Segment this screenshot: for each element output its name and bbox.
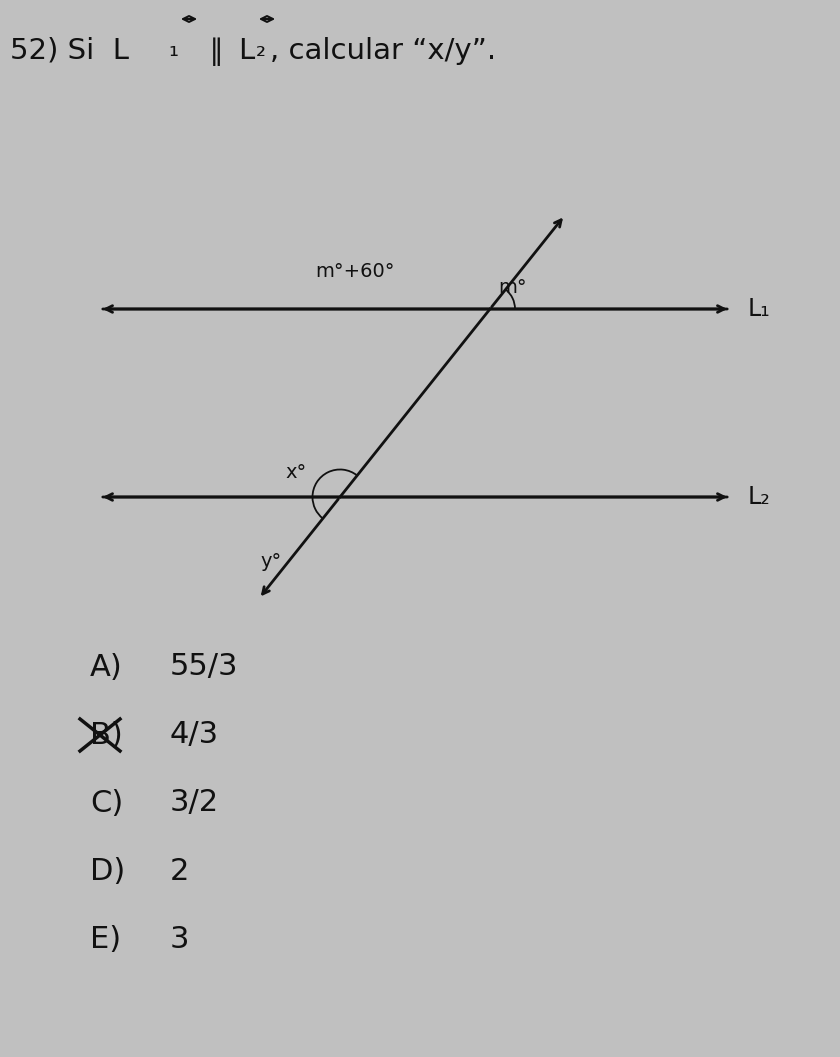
Text: 3: 3 xyxy=(170,925,190,953)
Text: A): A) xyxy=(90,652,123,682)
Text: D): D) xyxy=(90,856,125,886)
Text: 3/2: 3/2 xyxy=(170,789,219,817)
Text: , calcular “x/y”.: , calcular “x/y”. xyxy=(270,37,496,64)
Text: 52) Si  L: 52) Si L xyxy=(10,37,129,64)
Text: 2: 2 xyxy=(170,856,189,886)
Text: L₂: L₂ xyxy=(748,485,771,509)
Text: 55/3: 55/3 xyxy=(170,652,239,682)
Text: y°: y° xyxy=(260,552,281,571)
Text: m°+60°: m°+60° xyxy=(315,262,395,281)
Text: ₁: ₁ xyxy=(168,37,178,61)
Text: L₁: L₁ xyxy=(748,297,770,321)
Text: ∥: ∥ xyxy=(200,37,234,66)
Text: E): E) xyxy=(90,925,121,953)
Text: 4/3: 4/3 xyxy=(170,721,219,749)
Text: m°: m° xyxy=(498,278,527,297)
Text: L: L xyxy=(238,37,255,64)
Text: C): C) xyxy=(90,789,123,817)
Text: B): B) xyxy=(90,721,123,749)
Text: ₂: ₂ xyxy=(256,37,266,61)
Text: x°: x° xyxy=(285,463,307,482)
